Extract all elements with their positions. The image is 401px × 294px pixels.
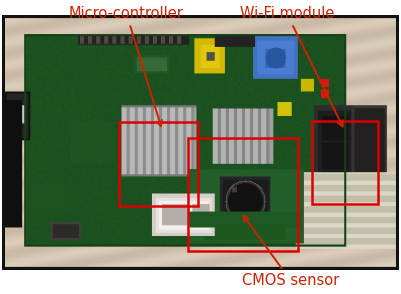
Bar (188, 138, 298, 251)
Text: Micro-controller: Micro-controller (69, 6, 184, 126)
Bar (312, 121, 378, 204)
Text: CMOS sensor: CMOS sensor (242, 216, 339, 288)
Text: Wi-Fi module: Wi-Fi module (239, 6, 343, 126)
Bar (119, 122, 198, 206)
